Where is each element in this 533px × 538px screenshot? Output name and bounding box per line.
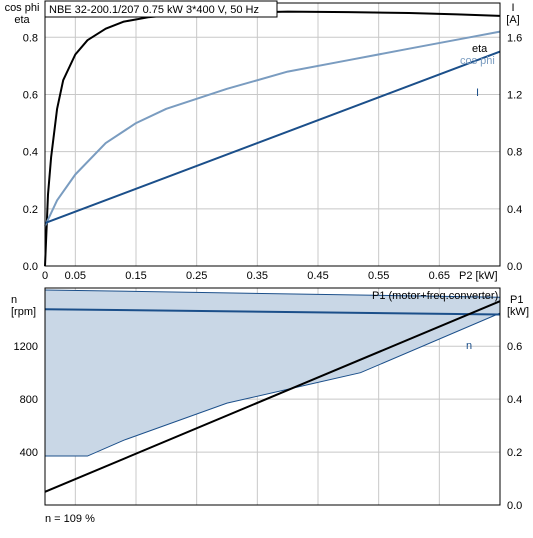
title-box: [44, 0, 278, 18]
top-grid: [45, 3, 500, 266]
y-right-tick-label: 0.2: [507, 447, 522, 459]
y-left-label-n: n: [11, 294, 17, 306]
y-right-label-i: I: [511, 2, 514, 14]
x-tick-label: 0.35: [247, 270, 268, 282]
operating-range-area: [45, 289, 500, 457]
top-panel: 0 0.05 0.15 0.25 0.35 0.45 0.55 0.65 0.0 0.2 0.4 0.…: [5, 0, 523, 282]
x-tick-label: 0.05: [65, 270, 86, 282]
cos-phi-curve: [44, 30, 501, 227]
y-left-tick-label: 0.2: [23, 204, 38, 216]
y-left-tick-label: 0.0: [23, 261, 38, 273]
y-left-tick-label: 0.8: [23, 32, 38, 44]
max-speed-edge: [44, 289, 501, 298]
y-right-tick-label: 1.2: [507, 89, 522, 101]
x-tick-label: 0.55: [368, 270, 389, 282]
y-right-tick-label: 0.0: [507, 500, 522, 512]
n-curve: [44, 308, 501, 316]
x-tick-label: 0.45: [307, 270, 328, 282]
i-curve: [44, 50, 501, 225]
y-right-tick-label: 0.8: [507, 147, 522, 159]
speed-footnote: n = 109 %: [45, 513, 95, 525]
x-tick-label: 0.65: [429, 270, 450, 282]
eta-series-label: eta: [472, 43, 488, 55]
y-left-label-cosphi: cos phi: [5, 2, 40, 14]
y-left-tick-label: 400: [20, 447, 38, 459]
bottom-tick-labels: 400 800 1200 0.0 0.2 0.4 0.6: [14, 341, 523, 512]
chart-title: NBE 32-200.1/207 0.75 kW 3*400 V, 50 Hz: [49, 4, 259, 16]
y-left-tick-label: 0.6: [23, 89, 38, 101]
p1-curve-label: P1 (motor+freq.converter): [372, 290, 498, 302]
x-tick-label: 0: [42, 270, 48, 282]
y-left-tick-label: 800: [20, 394, 38, 406]
y-left-tick-label: 1200: [14, 341, 38, 353]
top-series: [44, 10, 501, 267]
y-left-label-rpm: [rpm]: [11, 306, 36, 318]
top-tick-labels: 0 0.05 0.15 0.25 0.35 0.45 0.55 0.65 0.0 0.2 0.4 0.…: [23, 32, 523, 282]
bottom-series: [44, 300, 501, 493]
p1-curve: [44, 300, 501, 493]
y-left-label-eta: eta: [14, 14, 30, 26]
eta-curve: [44, 10, 501, 267]
top-frame: [44, 2, 501, 267]
n-curve-label: n: [466, 340, 472, 352]
y-right-tick-label: 1.6: [507, 32, 522, 44]
cosphi-series-label: cos phi: [460, 55, 495, 67]
x-axis-label: P2 [kW]: [459, 270, 498, 282]
bottom-frame: [44, 287, 501, 506]
y-right-label-unit: [A]: [506, 14, 519, 26]
y-right-tick-label: 0.4: [507, 394, 522, 406]
y-right-label-kw: [kW]: [507, 306, 529, 318]
y-left-tick-label: 0.4: [23, 147, 38, 159]
y-right-tick-label: 0.4: [507, 204, 522, 216]
operating-band: [44, 289, 501, 457]
current-series-label: I: [476, 87, 479, 99]
y-right-tick-label: 0.0: [507, 261, 522, 273]
x-tick-label: 0.15: [125, 270, 146, 282]
y-right-tick-label: 0.6: [507, 341, 522, 353]
bottom-panel: 400 800 1200 0.0 0.2 0.4 0.6 n [rpm] P1 [kW] P…: [11, 287, 529, 525]
min-load-edge: [45, 312, 501, 457]
x-tick-label: 0.25: [186, 270, 207, 282]
y-right-label-p1: P1: [510, 294, 523, 306]
